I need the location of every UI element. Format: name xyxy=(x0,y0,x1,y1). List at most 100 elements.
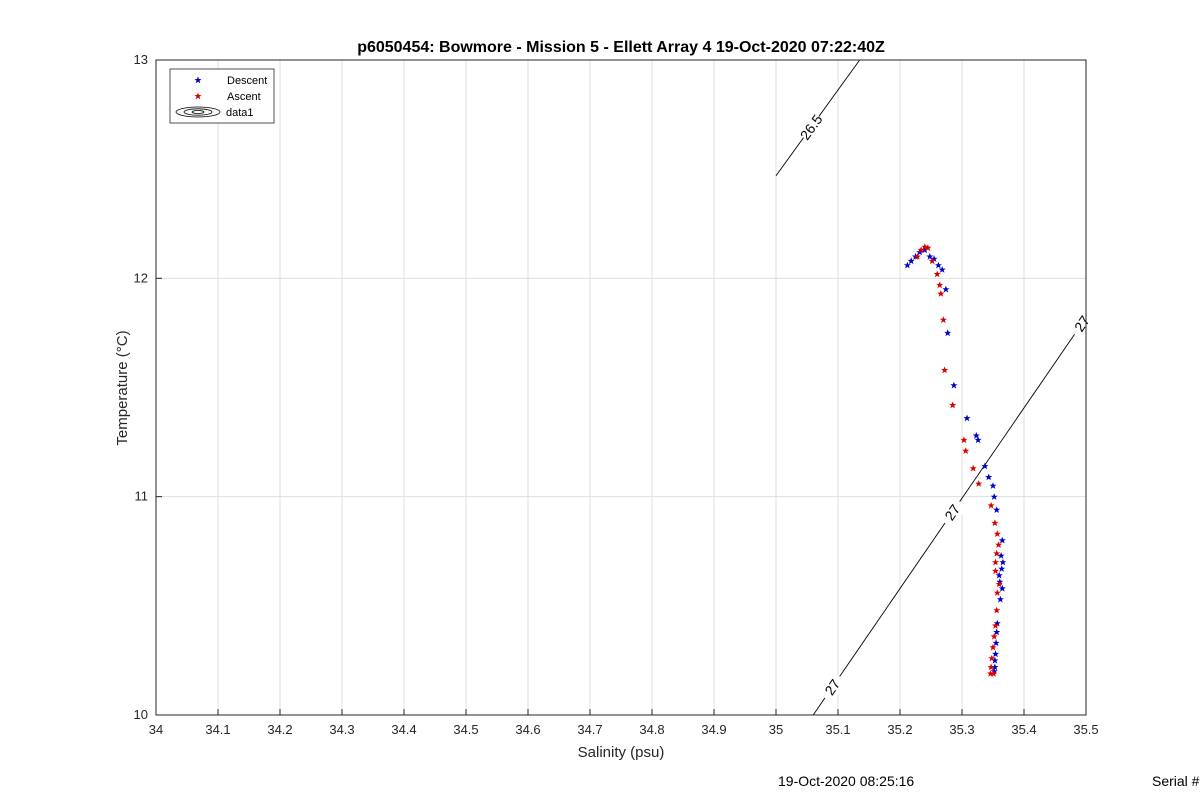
descent-point xyxy=(998,536,1006,544)
descent-point xyxy=(996,595,1004,603)
axis-ticks: 34 34.1 34.2 34.3 34.4 34.5 34.6 34.7 34.8 34.9 35… xyxy=(134,52,1099,737)
x-tick-label: 35.1 xyxy=(825,722,850,737)
ascent-point xyxy=(987,663,995,671)
ascent-point xyxy=(992,567,999,575)
plot-frame xyxy=(155,59,1087,716)
ascent-point xyxy=(933,270,941,278)
legend-contour-icon xyxy=(175,106,221,118)
x-tick-label: 35 xyxy=(769,722,783,737)
descent-point xyxy=(944,329,952,337)
x-tick-label: 34.9 xyxy=(701,722,726,737)
ascent-point xyxy=(975,480,983,487)
ascent-point xyxy=(960,436,968,444)
legend[interactable]: Descent Ascent data1 xyxy=(169,68,275,124)
descent-point xyxy=(942,285,950,293)
x-axis-label: Salinity (psu) xyxy=(578,744,665,761)
plot-area xyxy=(156,60,1086,715)
chart-title: p6050454: Bowmore - Mission 5 - Ellett A… xyxy=(357,39,885,56)
ascent-point xyxy=(937,290,945,297)
contour-label-bg xyxy=(1067,307,1097,340)
descent-point xyxy=(990,493,998,500)
descent-point xyxy=(963,414,971,422)
descent-point xyxy=(981,462,989,470)
descent-point xyxy=(991,656,999,664)
ascent-point xyxy=(989,643,997,651)
descent-point xyxy=(989,482,997,489)
contour-label-bg xyxy=(817,671,848,703)
contour-label: 27 xyxy=(1071,312,1093,334)
contour-label: 27 xyxy=(941,501,963,523)
x-tick-label: 35.4 xyxy=(1011,722,1036,737)
descent-point xyxy=(992,650,999,658)
x-tick-label: 34.5 xyxy=(453,722,478,737)
ascent-point xyxy=(993,589,1001,596)
footer-timestamp: 19-Oct-2020 08:25:16 xyxy=(778,773,915,789)
x-tick-label: 34.4 xyxy=(391,722,416,737)
y-tick-label: 11 xyxy=(135,489,149,504)
ascent-point xyxy=(988,654,996,662)
data-points xyxy=(903,243,1007,677)
legend-contour-label: data1 xyxy=(226,107,254,119)
descent-point xyxy=(950,381,958,389)
x-tick-label: 34.7 xyxy=(577,722,602,737)
descent-point xyxy=(998,565,1006,572)
descent-point xyxy=(921,246,929,254)
ascent-point xyxy=(995,541,1003,548)
ascent-point xyxy=(917,246,925,254)
descent-point xyxy=(934,261,942,269)
ascent-point xyxy=(995,580,1003,588)
descent-point xyxy=(992,639,1000,647)
y-tick-label: 12 xyxy=(134,270,148,285)
ascent-point xyxy=(939,316,947,323)
ascent-point xyxy=(992,558,999,566)
ascent-point xyxy=(990,670,998,677)
ascent-point xyxy=(990,632,998,640)
legend-descent-label: Descent xyxy=(227,75,267,87)
ascent-point xyxy=(924,244,932,251)
descent-point xyxy=(995,571,1003,579)
x-tick-label: 34.6 xyxy=(515,722,540,737)
x-tick-label: 35.2 xyxy=(887,722,912,737)
descent-point xyxy=(938,266,946,273)
contour-label: 27 xyxy=(821,676,843,698)
ascent-point xyxy=(992,622,999,629)
x-tick-label: 34.3 xyxy=(329,722,354,737)
ascent-point xyxy=(913,253,921,260)
ascent-point xyxy=(993,606,1001,614)
footer-serial: Serial # xyxy=(1152,773,1200,789)
descent-point xyxy=(998,584,1006,592)
ascent-point xyxy=(993,549,1001,557)
ascent-point xyxy=(962,447,970,454)
contour-label-bg xyxy=(937,496,968,529)
ascent-point xyxy=(969,464,977,472)
ascent-point xyxy=(987,501,995,509)
descent-point xyxy=(993,628,1001,636)
ascent-point xyxy=(991,519,999,527)
ascent-point xyxy=(993,530,1001,537)
x-tick-label: 34.8 xyxy=(639,722,664,737)
y-tick-label: 13 xyxy=(134,52,148,67)
x-tick-label: 34.2 xyxy=(267,722,292,737)
y-tick-label: 10 xyxy=(134,707,148,722)
ascent-point xyxy=(941,366,949,374)
x-tick-label: 35.5 xyxy=(1073,722,1098,737)
descent-point xyxy=(997,552,1005,559)
x-tick-label: 34.1 xyxy=(205,722,230,737)
ascent-point xyxy=(949,401,957,409)
ascent-point xyxy=(928,257,936,265)
descent-point xyxy=(974,436,982,444)
x-tick-label: 35.3 xyxy=(949,722,974,737)
legend-ascent-label: Ascent xyxy=(227,91,261,103)
descent-point xyxy=(907,257,915,265)
ascent-point xyxy=(936,281,944,289)
descent-point xyxy=(985,473,993,481)
descent-point xyxy=(903,261,911,269)
descent-point xyxy=(991,663,999,671)
y-axis-label: Temperature (°C) xyxy=(114,330,131,445)
legend-descent-marker xyxy=(194,76,202,84)
contour-label-bg xyxy=(796,111,827,143)
x-tick-label: 34 xyxy=(149,722,163,737)
legend-ascent-marker xyxy=(194,92,202,100)
descent-point xyxy=(993,506,1001,513)
